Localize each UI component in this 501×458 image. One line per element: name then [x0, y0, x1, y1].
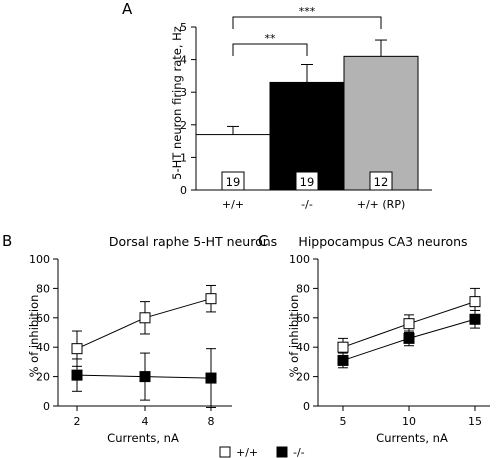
panel-c-ylabel: % of inhibition	[287, 295, 301, 378]
panel-c-filled-point	[469, 313, 481, 325]
panel-b-open-series-line	[76, 298, 212, 350]
panel-a-n-box	[221, 171, 245, 191]
legend-label: +/+	[236, 446, 258, 458]
panel-b-ylabel: % of inhibition	[27, 295, 41, 378]
panel-b-y-tick-label: 80	[36, 282, 50, 295]
panel-a-y-tick-label: 2	[180, 119, 187, 132]
panel-letter-a: A	[122, 0, 133, 18]
panel-c-open-point	[469, 296, 481, 308]
panel-b-line-chart: 0 20 40 60 80 100 2 4 8	[29, 253, 232, 428]
panel-c-xlabel: Currents, nA	[376, 431, 448, 445]
panel-c-x-tick-label: 5	[340, 415, 347, 428]
panel-letter-b: B	[2, 232, 12, 250]
panel-a-y-tick-label: 4	[180, 54, 187, 67]
panel-b-y-tick-label: 40	[36, 341, 50, 354]
panel-a-n-label: 19	[226, 175, 241, 189]
panel-a-significance-label: **	[265, 32, 277, 45]
panel-a-significance-label: ***	[299, 5, 316, 18]
panel-a-n-box	[369, 171, 393, 191]
panel-a-y-tick-label: 1	[180, 151, 187, 164]
panel-c-title: Hippocampus CA3 neurons	[298, 234, 467, 249]
panel-a-y-tick-label: 5	[180, 21, 187, 34]
panel-a-category-label: +/+ (RP)	[357, 198, 406, 211]
legend-open-square-marker	[219, 446, 231, 458]
panel-c-filled-point	[403, 332, 415, 344]
panel-c-open-point	[403, 318, 415, 330]
panel-b-y-tick-label: 0	[43, 400, 50, 413]
panel-c-y-tick-label: 40	[296, 341, 310, 354]
panel-c-y-tick-label: 80	[296, 282, 310, 295]
panel-c-line-chart: 0 20 40 60 80 100 5 10 15	[289, 253, 490, 428]
panel-b-y-tick-label: 100	[29, 253, 50, 266]
panel-a-bar	[343, 55, 419, 191]
panel-c-y-tick-label: 100	[289, 253, 310, 266]
panel-b-x-tick-label: 8	[208, 415, 215, 428]
panel-letter-c: C	[258, 232, 268, 250]
panel-b-y-tick-label: 20	[36, 371, 50, 384]
panel-c-x-tick-label: 15	[468, 415, 482, 428]
panel-b-open-point	[205, 293, 217, 305]
legend-filled-square-marker	[276, 446, 288, 458]
panel-b-filled-point	[205, 372, 217, 384]
panel-a-significance-bracket	[232, 16, 382, 29]
panel-a-ylabel: 5-HT neuron firing rate, Hz	[170, 26, 184, 180]
panel-a-n-box	[295, 171, 319, 191]
panel-c-y-tick-label: 60	[296, 312, 310, 325]
panel-b-open-point	[139, 312, 151, 324]
panel-c-y-tick-label: 0	[303, 400, 310, 413]
panel-c-x-tick-label: 10	[402, 415, 416, 428]
panel-b-xlabel: Currents, nA	[107, 431, 179, 445]
panel-a-category-label: +/+	[222, 198, 244, 211]
panel-a-n-label: 19	[300, 175, 315, 189]
panel-c-filled-point	[337, 354, 349, 366]
panel-a-y-tick-label: 3	[180, 86, 187, 99]
legend: +/+ -/-	[219, 446, 305, 458]
panel-b-title: Dorsal raphe 5-HT neurons	[109, 234, 277, 249]
panel-b-y-tick-label: 60	[36, 312, 50, 325]
panel-a-significance-bracket	[232, 43, 308, 56]
legend-label: -/-	[293, 446, 305, 458]
panel-b-x-tick-label: 4	[142, 415, 149, 428]
panel-a-n-label: 12	[374, 175, 389, 189]
panel-b-filled-point	[139, 371, 151, 383]
panel-b-x-tick-label: 2	[74, 415, 81, 428]
panel-c-open-point	[337, 341, 349, 353]
panel-c-y-tick-label: 20	[296, 371, 310, 384]
panel-a-y-tick-label: 0	[180, 184, 187, 197]
panel-b-filled-point	[71, 369, 83, 381]
panel-a-category-label: -/-	[301, 198, 313, 211]
panel-b-open-point	[71, 343, 83, 355]
